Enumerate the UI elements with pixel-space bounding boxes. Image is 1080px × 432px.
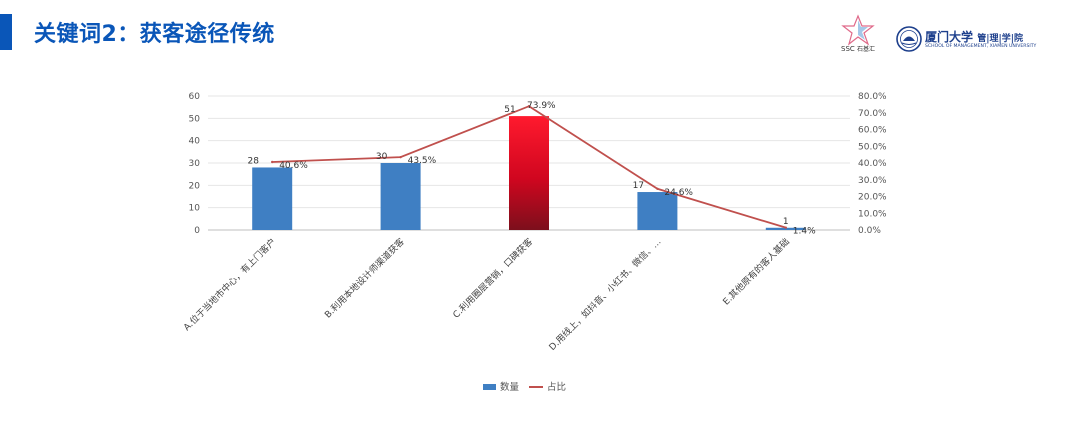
xmu-name-cn: 厦门大学 [925, 30, 974, 44]
left-axis-tick-label: 10 [189, 204, 201, 214]
line-value-label: 1.4% [793, 227, 816, 237]
category-label: A.位于当地市中心，有上门客户 [181, 236, 278, 333]
bar-value-label: 51 [504, 105, 515, 115]
right-axis-tick-label: 0.0% [858, 226, 881, 236]
left-axis-tick-label: 0 [194, 226, 200, 236]
left-axis: 0 10 20 30 40 50 60 [189, 92, 201, 236]
right-axis-tick-label: 60.0% [858, 126, 887, 136]
left-axis-tick-label: 30 [189, 159, 201, 169]
bar [637, 192, 678, 230]
xmu-name-en: SCHOOL OF MANAGEMENT, XIAMEN UNIVERSITY [925, 44, 1037, 49]
line-value-label: 40.6% [279, 161, 308, 171]
bar-value-label: 28 [247, 156, 259, 166]
right-axis-tick-label: 80.0% [858, 92, 887, 102]
category-labels: A.位于当地市中心，有上门客户 B.利用本地设计师渠道获客 C.利用圈层营销，口碑获… [181, 236, 792, 353]
right-axis-tick-label: 50.0% [858, 142, 887, 152]
category-label: B.利用本地设计师渠道获客 [322, 236, 407, 321]
line-series [271, 105, 787, 229]
right-axis-tick-label: 30.0% [858, 176, 887, 186]
line-point [656, 187, 659, 190]
ssc-logo: SSC 石基汇 [841, 14, 875, 53]
ssc-logo-text-cn: 石基汇 [857, 45, 875, 53]
right-axis-tick-label: 70.0% [858, 109, 887, 119]
line-value-label: 43.5% [408, 156, 437, 166]
bar-value-label: 1 [783, 217, 789, 227]
left-axis-tick-label: 40 [189, 137, 201, 147]
left-axis-tick-label: 20 [189, 181, 201, 191]
data-labels: 28 30 51 17 1 40.6% 43.5% 73.9% 24.6% 1.4% [247, 101, 816, 236]
bar [380, 163, 421, 230]
bar-value-label: 17 [633, 181, 644, 191]
ssc-star-icon [841, 14, 875, 46]
left-axis-tick-label: 60 [189, 92, 201, 102]
right-axis: 0.0% 10.0% 20.0% 30.0% 40.0% 50.0% 60.0% 70.0% 8… [858, 92, 887, 236]
category-label: D.用线上，如抖音、小红书、微信、… [546, 236, 663, 353]
right-axis-tick-label: 20.0% [858, 193, 887, 203]
line-point [527, 105, 531, 108]
page-title: 关键词2：获客途径传统 [34, 22, 275, 47]
bar [509, 116, 549, 230]
xmu-logo: 厦门大学 管|理|学|院 SCHOOL OF MANAGEMENT, XIAME… [896, 26, 1046, 54]
line-point [784, 226, 787, 229]
line-value-label: 73.9% [527, 101, 556, 111]
line-value-label: 24.6% [664, 188, 693, 198]
legend-swatch-bar [483, 384, 496, 390]
bar [765, 227, 806, 230]
category-label: C.利用圈层营销，口碑获客 [450, 236, 535, 321]
bar-series [252, 116, 806, 230]
title-accent-bar [0, 14, 12, 50]
xmu-school-cn: 管|理|学|院 [977, 34, 1024, 44]
legend-label-bar: 数量 [500, 381, 520, 393]
legend: 数量 占比 [483, 381, 566, 393]
category-label: E.其他原有的客人基础 [720, 236, 792, 308]
line-point [271, 160, 274, 164]
right-axis-tick-label: 40.0% [858, 159, 887, 169]
left-axis-tick-label: 50 [189, 114, 201, 124]
legend-label-line: 占比 [547, 381, 566, 393]
ssc-logo-text: SSC [841, 45, 855, 53]
line-point [399, 155, 402, 159]
bar-value-label: 30 [376, 152, 388, 162]
bar [252, 167, 293, 230]
right-axis-tick-label: 10.0% [858, 209, 887, 219]
xmu-emblem-icon [896, 26, 922, 52]
